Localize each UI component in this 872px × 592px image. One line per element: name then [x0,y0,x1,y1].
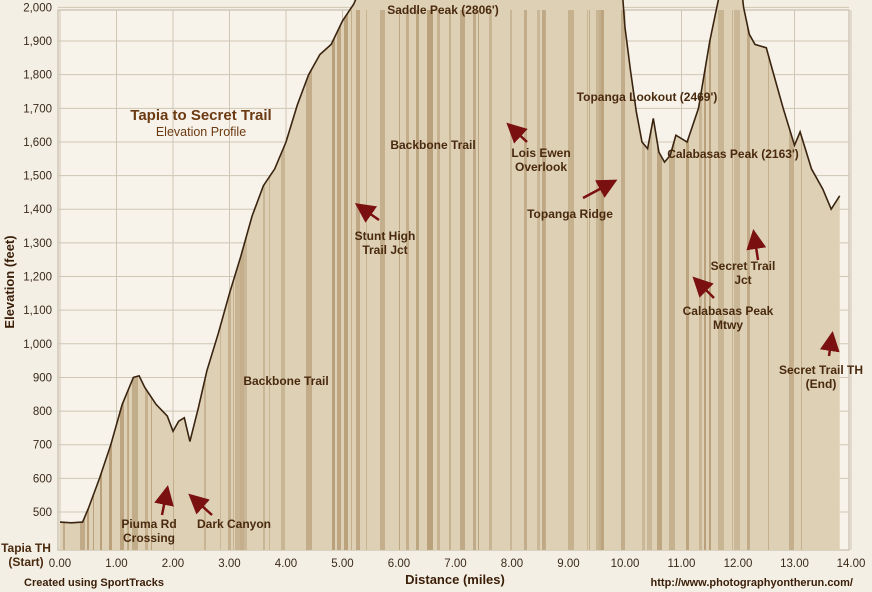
x-axis-label: Distance (miles) [405,572,505,587]
y-tick-label: 1,400 [23,204,52,216]
y-tick-label: 2,000 [23,2,52,14]
footer-url: http://www.photographyontherun.com/ [651,577,853,589]
x-tick-label: 5.00 [331,558,353,570]
annotations: Saddle Peak (2806') Topanga Lookout (2469… [1,3,863,569]
footer-credit: Created using SportTracks [24,577,164,589]
chart-title: Tapia to Secret Trail [130,107,271,124]
annotation-label: Topanga Ridge [527,207,613,221]
x-tick-label: 3.00 [218,558,240,570]
chart-subtitle: Elevation Profile [156,125,246,139]
annotation-label: Calabasas Peak Mtwy [683,304,774,332]
annotation-arrow [188,493,213,516]
annotation-label: Secret Trail Jct [711,259,776,287]
y-tick-label: 1,700 [23,103,52,115]
annotation-label: Calabasas Peak (2163') [667,147,799,161]
x-tick-label: 6.00 [388,558,410,570]
annotation-label: Dark Canyon [197,517,271,531]
annotation-arrow [819,331,840,357]
annotation-label: Piuma Rd Crossing [121,517,176,545]
annotation-label: Tapia TH (Start) [1,541,51,569]
x-tick-label: 4.00 [275,558,297,570]
x-tick-label: 12.00 [724,558,753,570]
annotation-arrow [582,179,618,200]
y-axis-label: Elevation (feet) [2,235,17,328]
annotation-label: Lois Ewen Overlook [511,146,570,174]
y-tick-label: 700 [33,440,52,452]
y-tick-label: 1,000 [23,339,52,351]
annotation-label: Backbone Trail [243,374,328,388]
elevation-line [59,0,841,524]
annotation-arrow [154,485,174,516]
annotation-arrow [692,276,715,299]
annotation-label: Secret Trail TH (End) [779,363,863,391]
x-tick-label: 9.00 [557,558,579,570]
annotation-label: Saddle Peak (2806') [387,3,499,17]
x-tick-label: 14.00 [837,558,866,570]
annotation-label: Topanga Lookout (2469') [577,90,718,104]
x-tick-label: 10.00 [611,558,640,570]
annotation-label: Backbone Trail [390,138,475,152]
y-tick-label: 900 [33,372,52,384]
annotation-arrow [354,203,380,223]
x-tick-label: 0.00 [49,558,71,570]
y-tick-label: 1,100 [23,305,52,317]
annotation-arrows [154,122,840,516]
x-tick-label: 7.00 [444,558,466,570]
annotation-label: Stunt High Trail Jct [355,229,416,257]
x-tick-label: 13.00 [780,558,809,570]
y-tick-label: 1,900 [23,36,52,48]
y-tick-label: 1,300 [23,238,52,250]
y-tick-label: 1,600 [23,137,52,149]
x-tick-label: 2.00 [162,558,184,570]
annotation-arrow [506,122,528,144]
y-tick-label: 800 [33,406,52,418]
y-tick-label: 600 [33,473,52,485]
x-axis-ticks: 0.00 1.00 2.00 3.00 4.00 5.00 6.00 7.00 8.00 9.00… [49,558,866,570]
y-tick-label: 500 [33,507,52,519]
x-tick-label: 8.00 [501,558,523,570]
y-tick-label: 1,800 [23,70,52,82]
x-tick-label: 1.00 [105,558,127,570]
annotation-arrow [746,229,767,261]
x-tick-label: 11.00 [668,558,696,570]
y-tick-label: 1,500 [23,171,52,183]
y-tick-label: 1,200 [23,272,52,284]
y-axis-ticks: 500 600 700 800 900 1,000 1,100 1,200 1,300 1,400… [23,2,52,519]
